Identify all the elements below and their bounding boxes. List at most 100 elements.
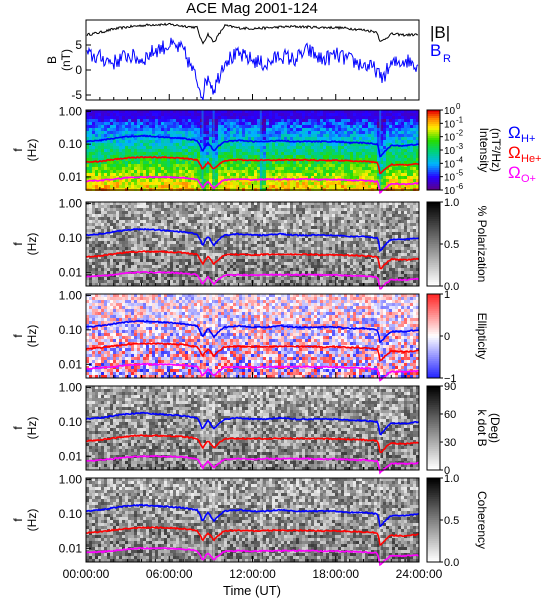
intensity-colorbar-tick-exp: -2: [456, 129, 464, 138]
intensity-cell: [341, 143, 344, 146]
polarization-cell: [383, 250, 386, 253]
intensity-cell: [191, 170, 194, 173]
intensity-cell: [320, 122, 323, 125]
intensity-cell: [233, 149, 236, 152]
polarization-cell: [389, 235, 392, 238]
intensity-cell: [356, 143, 359, 146]
intensity-cell: [194, 185, 197, 188]
intensity-cell: [125, 122, 128, 125]
polarization-cell: [353, 229, 356, 232]
intensity-cell: [140, 146, 143, 149]
polarization-cell: [287, 232, 290, 235]
intensity-cell: [215, 131, 218, 134]
intensity-cell: [107, 149, 110, 152]
polarization-cell: [305, 244, 308, 247]
intensity-cell: [389, 167, 392, 170]
intensity-cell: [362, 152, 365, 155]
intensity-cell: [266, 179, 269, 182]
intensity-y-tick-label: 0.01: [59, 170, 83, 184]
intensity-cell: [302, 161, 305, 164]
intensity-cell: [329, 170, 332, 173]
intensity-cell: [368, 158, 371, 161]
intensity-cell: [308, 128, 311, 131]
polarization-cell: [410, 223, 413, 226]
polarization-cell: [95, 205, 98, 208]
intensity-cell: [152, 158, 155, 161]
intensity-cell: [299, 185, 302, 188]
polarization-cell: [137, 217, 140, 220]
intensity-cell: [263, 137, 266, 140]
polarization-cell: [308, 211, 311, 214]
polarization-cell: [110, 214, 113, 217]
intensity-cell: [359, 131, 362, 134]
polarization-cell: [110, 211, 113, 214]
intensity-cell: [338, 155, 341, 158]
intensity-cell: [206, 179, 209, 182]
polarization-cell: [356, 220, 359, 223]
intensity-cell: [233, 152, 236, 155]
intensity-cell: [203, 110, 206, 113]
intensity-cell: [122, 155, 125, 158]
polarization-cell: [149, 223, 152, 226]
polarization-cell: [293, 244, 296, 247]
intensity-cell: [203, 170, 206, 173]
polarization-cell: [167, 244, 170, 247]
intensity-cell: [92, 131, 95, 134]
intensity-cell: [140, 152, 143, 155]
intensity-cell: [248, 185, 251, 188]
polarization-cell: [386, 214, 389, 217]
polarization-cell: [269, 205, 272, 208]
polarization-cell: [272, 220, 275, 223]
polarization-cell: [302, 217, 305, 220]
intensity-cell: [218, 155, 221, 158]
intensity-cell: [152, 137, 155, 140]
polarization-cell: [98, 214, 101, 217]
intensity-cell: [296, 170, 299, 173]
intensity-cell: [170, 170, 173, 173]
intensity-cell: [401, 140, 404, 143]
polarization-cell: [128, 208, 131, 211]
intensity-cell: [107, 170, 110, 173]
intensity-cell: [275, 161, 278, 164]
polarization-cell: [365, 244, 368, 247]
polarization-cell: [89, 220, 92, 223]
polarization-cell: [299, 217, 302, 220]
polarization-cell: [353, 205, 356, 208]
intensity-cell: [152, 119, 155, 122]
intensity-cell: [323, 137, 326, 140]
polarization-cell: [212, 238, 215, 241]
polarization-cell: [149, 241, 152, 244]
intensity-cell: [245, 131, 248, 134]
intensity-cell: [353, 185, 356, 188]
intensity-cell: [164, 137, 167, 140]
intensity-cell: [104, 173, 107, 176]
polarization-cell: [341, 241, 344, 244]
intensity-cell: [404, 116, 407, 119]
polarization-cell: [251, 226, 254, 229]
intensity-cell: [392, 176, 395, 179]
intensity-cell: [380, 173, 383, 176]
intensity-cell: [107, 167, 110, 170]
intensity-cell: [236, 125, 239, 128]
polarization-cell: [179, 232, 182, 235]
intensity-cell: [167, 119, 170, 122]
intensity-cell: [398, 131, 401, 134]
intensity-cell: [146, 116, 149, 119]
intensity-cell: [158, 182, 161, 185]
polarization-cell: [215, 247, 218, 250]
intensity-cell: [350, 134, 353, 137]
intensity-cell: [188, 131, 191, 134]
intensity-cell: [338, 179, 341, 182]
polarization-cell: [281, 214, 284, 217]
intensity-cell: [200, 179, 203, 182]
polarization-cell: [98, 208, 101, 211]
intensity-cell: [317, 167, 320, 170]
intensity-cell: [347, 110, 350, 113]
polarization-cell: [341, 232, 344, 235]
polarization-cell: [263, 211, 266, 214]
intensity-cell: [314, 113, 317, 116]
intensity-cell: [203, 149, 206, 152]
polarization-cell: [146, 235, 149, 238]
intensity-cell: [137, 143, 140, 146]
intensity-cell: [350, 140, 353, 143]
